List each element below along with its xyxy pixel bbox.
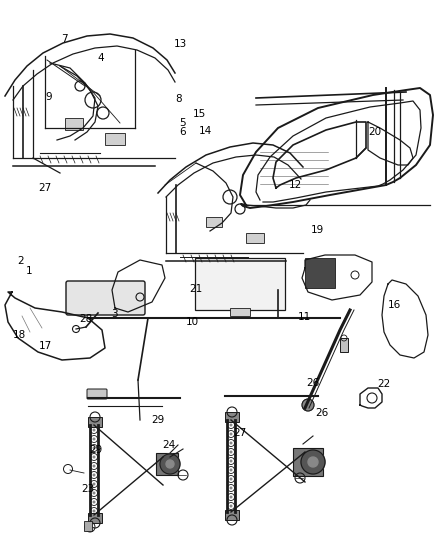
FancyBboxPatch shape — [87, 389, 107, 399]
Text: 3: 3 — [112, 310, 118, 319]
Circle shape — [92, 491, 95, 495]
Circle shape — [308, 457, 318, 467]
Text: 15: 15 — [193, 109, 206, 118]
Text: 2: 2 — [18, 256, 24, 266]
Text: 28: 28 — [79, 314, 92, 324]
Text: 29: 29 — [89, 446, 102, 455]
Text: 14: 14 — [198, 126, 212, 135]
Text: 11: 11 — [298, 312, 311, 322]
Circle shape — [92, 473, 95, 477]
Text: 8: 8 — [175, 94, 182, 103]
Bar — [206, 217, 222, 227]
Bar — [84, 521, 92, 531]
Text: 5: 5 — [180, 118, 186, 127]
Circle shape — [92, 510, 95, 513]
Text: 9: 9 — [45, 92, 52, 102]
Text: 29: 29 — [151, 415, 164, 425]
Circle shape — [92, 482, 95, 486]
Text: 7: 7 — [61, 34, 68, 44]
Circle shape — [230, 469, 233, 472]
Text: 10: 10 — [186, 317, 199, 327]
Bar — [225, 510, 239, 520]
Bar — [293, 448, 323, 476]
Text: 26: 26 — [315, 408, 328, 418]
Bar — [225, 412, 239, 422]
Bar — [340, 338, 348, 352]
Text: 17: 17 — [39, 342, 52, 351]
Text: 1: 1 — [26, 266, 33, 276]
Text: 6: 6 — [180, 127, 186, 137]
Text: 13: 13 — [174, 39, 187, 49]
Bar — [230, 308, 250, 316]
Circle shape — [92, 438, 95, 440]
Bar — [246, 233, 264, 243]
Circle shape — [92, 429, 95, 432]
Text: 27: 27 — [39, 183, 52, 192]
Circle shape — [230, 459, 233, 463]
Bar — [88, 417, 102, 427]
Circle shape — [92, 500, 95, 504]
Text: 24: 24 — [162, 440, 175, 450]
Text: 23: 23 — [81, 484, 94, 494]
Text: 18: 18 — [13, 330, 26, 340]
Text: 12: 12 — [289, 181, 302, 190]
Circle shape — [230, 424, 233, 426]
Circle shape — [230, 450, 233, 454]
Bar — [65, 118, 83, 130]
Circle shape — [230, 478, 233, 481]
Circle shape — [301, 450, 325, 474]
Circle shape — [230, 432, 233, 435]
Circle shape — [92, 464, 95, 467]
Circle shape — [230, 487, 233, 489]
Bar — [156, 453, 178, 475]
Bar — [195, 258, 285, 310]
Circle shape — [160, 454, 180, 474]
Text: 20: 20 — [368, 127, 381, 137]
Bar — [88, 513, 102, 523]
Circle shape — [92, 447, 95, 449]
Circle shape — [230, 505, 233, 507]
Text: 26: 26 — [307, 378, 320, 387]
Circle shape — [92, 456, 95, 458]
FancyBboxPatch shape — [66, 281, 145, 315]
Circle shape — [166, 460, 174, 468]
Bar — [105, 133, 125, 145]
Circle shape — [230, 441, 233, 445]
Circle shape — [302, 399, 314, 411]
Circle shape — [230, 496, 233, 498]
Text: 16: 16 — [388, 301, 401, 310]
Bar — [305, 258, 335, 288]
Text: 22: 22 — [378, 379, 391, 389]
Text: 4: 4 — [97, 53, 104, 62]
Text: 19: 19 — [311, 225, 324, 235]
Text: 27: 27 — [233, 428, 247, 438]
Text: 21: 21 — [190, 285, 203, 294]
